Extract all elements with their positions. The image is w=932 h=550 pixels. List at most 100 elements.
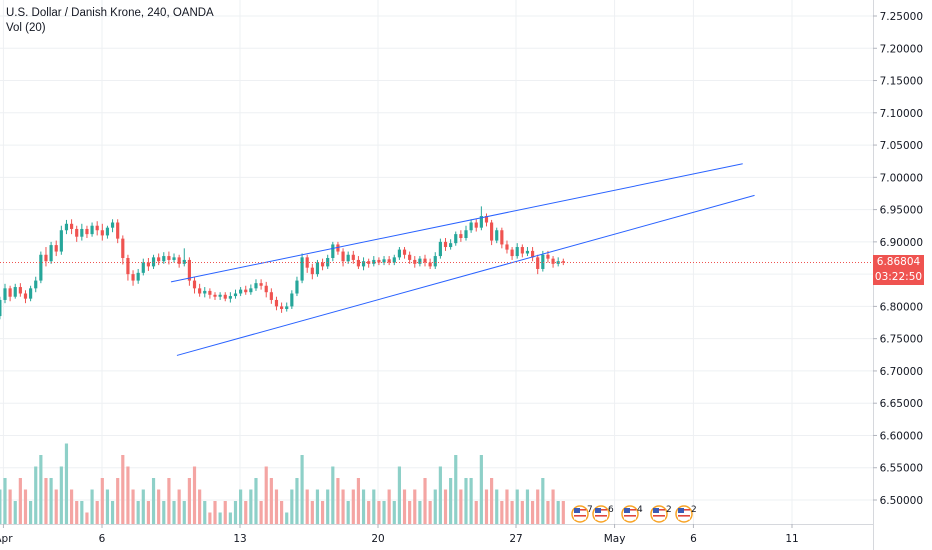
- volume-bar: [274, 489, 279, 524]
- volume-bar: [285, 512, 289, 524]
- time-tick-label: 13: [233, 533, 246, 545]
- candle-body: [356, 259, 361, 267]
- volume-bar: [326, 489, 330, 524]
- price-tick-label: 7.00000: [880, 172, 923, 184]
- volume-bar: [530, 501, 535, 524]
- candle-body: [59, 230, 63, 252]
- volume-bar: [239, 489, 243, 524]
- volume-bar: [361, 489, 366, 524]
- volume-bar: [218, 512, 222, 524]
- candle-body: [490, 222, 494, 241]
- us-flag-icon[interactable]: 4: [621, 505, 643, 523]
- volume-bar: [85, 512, 89, 524]
- volume-bar: [8, 489, 12, 524]
- candle-body: [510, 249, 514, 257]
- price-tick-label: 6.75000: [880, 334, 923, 346]
- volume-bar: [167, 478, 171, 524]
- volume-bar: [141, 489, 145, 524]
- volume-bar: [18, 478, 22, 524]
- volume-bar: [351, 489, 355, 524]
- volume-bar: [116, 478, 120, 524]
- candle-body: [418, 258, 422, 264]
- volume-bar: [505, 489, 509, 524]
- volume-bar: [490, 478, 494, 524]
- volume-bar: [157, 489, 161, 524]
- volume-bar: [356, 478, 361, 524]
- volume-bar: [341, 489, 345, 524]
- volume-bar: [510, 501, 514, 524]
- candle-body: [172, 257, 176, 260]
- candle-body: [305, 257, 309, 268]
- trendline-upper: [170, 163, 743, 283]
- candle-body: [331, 244, 335, 258]
- volume-bar: [39, 455, 43, 524]
- volume-bar: [244, 501, 248, 524]
- flag-stripe: [653, 518, 665, 520]
- candle-body: [192, 280, 197, 289]
- volume-bar: [408, 501, 412, 524]
- volume-bar: [541, 478, 545, 524]
- candle-body: [44, 254, 48, 262]
- us-flag-icon[interactable]: 2: [675, 505, 697, 523]
- us-flag-icon[interactable]: 7: [571, 505, 593, 523]
- volume-bar: [228, 512, 232, 524]
- candle-body: [361, 261, 366, 267]
- volume-bar: [438, 466, 442, 524]
- candle-body: [372, 259, 376, 264]
- candle-body: [187, 259, 191, 281]
- volume-bar: [377, 501, 381, 524]
- symbol-title: U.S. Dollar / Danish Krone, 240, OANDA: [6, 7, 214, 19]
- price-tick-label: 6.95000: [880, 205, 923, 217]
- candle-body: [315, 262, 320, 275]
- volume-bar: [233, 501, 238, 524]
- volume-bar: [320, 501, 325, 524]
- candle-body: [520, 247, 524, 254]
- time-tick-label: 20: [371, 533, 384, 545]
- volume-bar: [146, 501, 151, 524]
- volume-bar: [484, 489, 489, 524]
- volume-bar: [131, 489, 135, 524]
- candle-body: [474, 222, 478, 228]
- volume-bar: [126, 466, 130, 524]
- volume-bar: [75, 501, 79, 524]
- volume-bar: [90, 489, 94, 524]
- volume-bar: [551, 489, 555, 524]
- candle-body: [525, 250, 530, 254]
- flag-stripe: [574, 518, 586, 520]
- candle-body: [157, 257, 161, 262]
- volume-bar: [556, 501, 560, 524]
- flag-stripe: [678, 518, 690, 520]
- candle-body: [274, 299, 279, 307]
- candle-body: [110, 222, 115, 228]
- us-flag-icon[interactable]: 6: [592, 505, 614, 523]
- candle-body: [464, 230, 468, 238]
- volume-bar: [520, 501, 524, 524]
- candle-body: [397, 249, 401, 258]
- event-count: 2: [691, 505, 697, 515]
- candle-body: [167, 256, 171, 260]
- volume-bar: [49, 478, 53, 524]
- volume-bar: [249, 489, 253, 524]
- chart-legend: U.S. Dollar / Danish Krone, 240, OANDA V…: [6, 6, 214, 36]
- volume-bar: [54, 489, 58, 524]
- volume-bar: [34, 466, 38, 524]
- volume-bar: [13, 501, 17, 524]
- candle-body: [126, 258, 130, 275]
- volume-indicator-label: Vol (20): [6, 22, 46, 34]
- price-tick-label: 6.80000: [880, 301, 923, 313]
- volume-bar: [495, 489, 499, 524]
- volume-bar: [397, 466, 401, 524]
- event-count: 7: [587, 505, 593, 515]
- volume-bar: [459, 489, 463, 524]
- candle-body: [551, 258, 555, 264]
- volume-bar: [418, 501, 422, 524]
- volume-bar: [561, 501, 565, 524]
- volume-bar: [162, 501, 166, 524]
- candle-body: [449, 243, 453, 248]
- candle-body: [530, 250, 535, 258]
- candle-body: [233, 293, 238, 297]
- volume-bar: [367, 501, 371, 524]
- us-flag-icon[interactable]: 2: [650, 505, 672, 523]
- candle-body: [151, 257, 156, 267]
